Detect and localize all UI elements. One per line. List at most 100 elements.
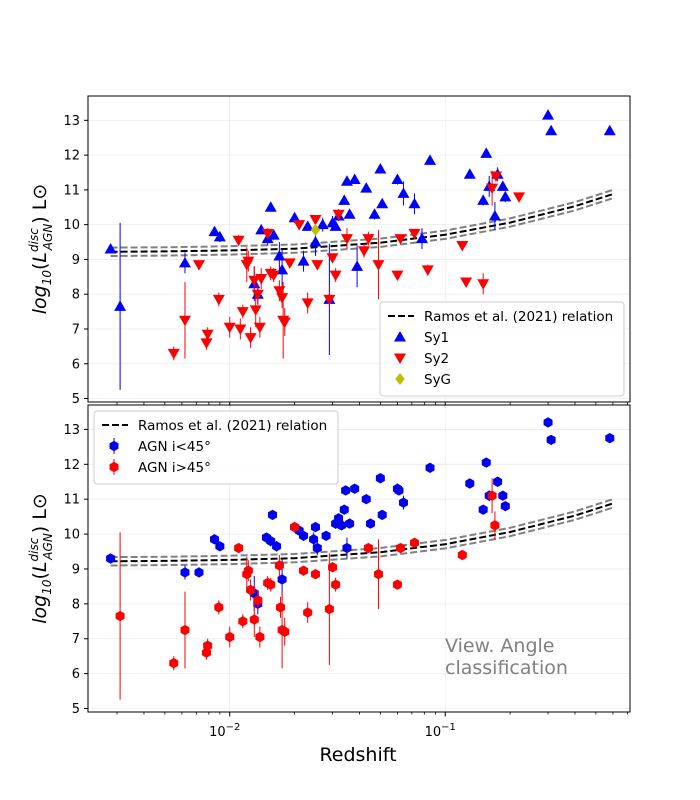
data-point xyxy=(487,490,497,501)
data-point xyxy=(542,109,555,120)
y-tick-label: 5 xyxy=(72,392,80,407)
data-point xyxy=(178,315,191,327)
data-point xyxy=(268,509,278,521)
legend-label: Ramos et al. (2021) relation xyxy=(138,418,327,434)
panel-top: 5 6 7 8 9 10 11 12 13 log10(LdiscAGN) L⊙ Ramos et … xyxy=(27,95,631,407)
y-tick-label: 12 xyxy=(63,458,80,473)
data-point xyxy=(215,541,225,552)
data-point xyxy=(261,228,274,240)
data-point xyxy=(267,270,280,282)
data-point xyxy=(323,294,336,306)
data-point xyxy=(236,307,249,318)
y-tick-label: 13 xyxy=(63,114,80,129)
relation-line xyxy=(110,193,614,253)
legend-box xyxy=(379,301,625,397)
data-point xyxy=(498,490,508,501)
y-axis-title: log10(LdiscAGN) L⊙ xyxy=(27,493,55,624)
legend-label: Sy1 xyxy=(424,330,449,346)
data-point xyxy=(208,225,221,237)
data-point xyxy=(324,603,334,615)
y-tick-label: 10 xyxy=(63,218,80,233)
data-point xyxy=(273,249,286,261)
data-point xyxy=(274,560,284,571)
y-tick-label: 12 xyxy=(63,149,80,164)
data-point xyxy=(169,657,179,669)
legend-box xyxy=(93,410,339,485)
data-point xyxy=(310,223,321,236)
data-point xyxy=(249,614,259,625)
data-point xyxy=(192,260,205,271)
data-point xyxy=(115,610,125,622)
data-point xyxy=(391,173,404,184)
data-point xyxy=(421,265,434,276)
data-point xyxy=(605,432,615,444)
data-point xyxy=(290,521,300,533)
data-point xyxy=(246,584,256,596)
y-tick-label: 7 xyxy=(72,632,80,647)
data-point xyxy=(545,124,558,136)
data-point xyxy=(311,260,324,271)
data-point xyxy=(243,565,253,576)
data-point xyxy=(351,260,364,271)
data-point xyxy=(180,567,190,578)
data-point xyxy=(278,317,291,329)
data-point xyxy=(329,270,342,282)
data-point xyxy=(293,220,306,231)
legend-marker xyxy=(394,331,406,342)
data-point xyxy=(398,497,408,508)
data-point xyxy=(342,542,352,554)
data-point xyxy=(253,595,263,606)
y-tick-label: 10 xyxy=(63,528,80,543)
data-point xyxy=(424,154,437,165)
data-point xyxy=(309,534,319,545)
data-point xyxy=(336,520,346,531)
data-point xyxy=(481,457,491,468)
y-tick-label: 8 xyxy=(72,288,80,303)
data-point xyxy=(214,602,224,613)
legend-marker xyxy=(109,440,119,452)
data-point xyxy=(244,333,257,344)
data-point xyxy=(365,518,375,529)
data-point xyxy=(397,187,410,198)
data-point xyxy=(267,229,280,240)
data-point xyxy=(223,322,236,334)
y-tick-label: 13 xyxy=(63,423,80,438)
data-point xyxy=(477,279,490,290)
relation-band-line xyxy=(110,506,614,567)
data-point xyxy=(395,542,405,554)
data-point xyxy=(489,171,502,182)
data-point xyxy=(194,567,204,578)
data-point xyxy=(543,417,553,428)
data-point xyxy=(490,520,500,531)
data-point xyxy=(480,147,493,158)
data-point xyxy=(242,256,255,268)
data-point xyxy=(201,329,214,341)
data-point xyxy=(210,534,220,545)
data-point xyxy=(225,631,235,643)
relation-line xyxy=(110,502,614,563)
data-point xyxy=(248,275,261,287)
data-point xyxy=(477,194,490,205)
series-agn-i-45- xyxy=(115,478,500,700)
y-tick-label: 6 xyxy=(72,667,80,682)
legend-label: Ramos et al. (2021) relation xyxy=(424,309,613,325)
data-point xyxy=(546,434,556,446)
data-point xyxy=(238,616,248,627)
data-point xyxy=(339,504,349,515)
data-point xyxy=(178,256,191,268)
data-point xyxy=(425,462,435,473)
data-point xyxy=(234,324,247,335)
data-point xyxy=(338,194,351,205)
data-point xyxy=(486,183,499,195)
data-point xyxy=(358,246,371,257)
relation-band-line xyxy=(110,197,614,257)
data-point xyxy=(275,602,285,613)
data-point xyxy=(348,173,361,184)
data-point xyxy=(513,192,526,203)
relation-band-line xyxy=(110,188,614,249)
data-point xyxy=(500,500,510,512)
legend-label: AGN i>45° xyxy=(138,460,211,476)
relation-band-line xyxy=(110,498,614,559)
data-point xyxy=(392,579,402,590)
data-point xyxy=(391,270,404,282)
